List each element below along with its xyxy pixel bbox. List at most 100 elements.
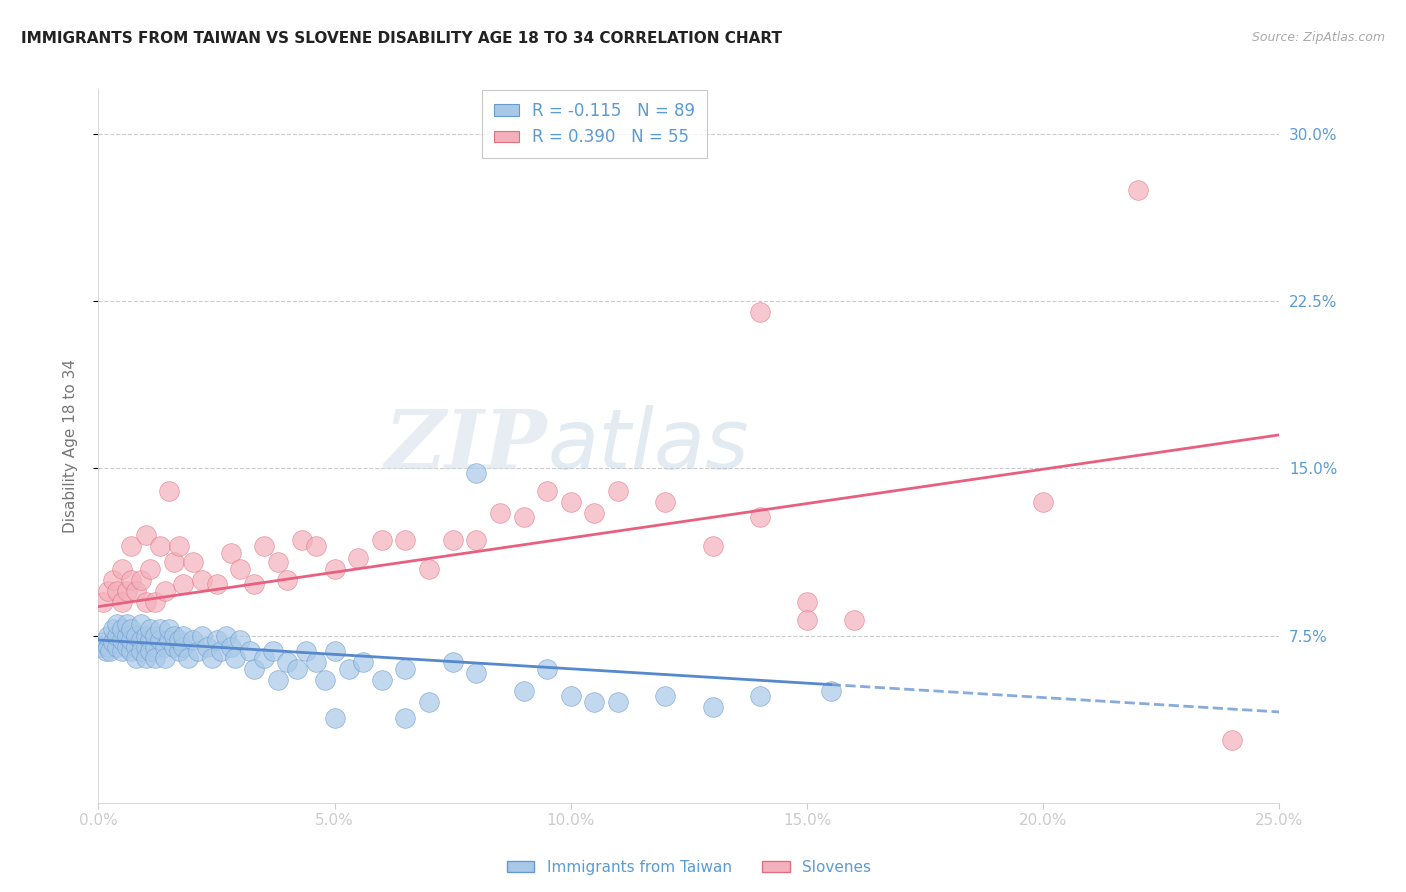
Point <box>115 583 138 598</box>
Point <box>305 655 328 669</box>
Point <box>1032 494 1054 508</box>
Point <box>121 539 143 553</box>
Point <box>607 696 630 710</box>
Text: ZIP: ZIP <box>385 406 547 486</box>
Point <box>135 628 157 642</box>
Point <box>1126 182 1149 196</box>
Point <box>115 640 138 654</box>
Point <box>654 494 676 508</box>
Point <box>560 689 582 703</box>
Point <box>290 533 312 547</box>
Point <box>352 655 374 669</box>
Point <box>702 699 724 714</box>
Point <box>172 628 194 642</box>
Point <box>583 506 606 520</box>
Point <box>149 539 172 553</box>
Point <box>97 628 120 642</box>
Point <box>167 539 190 553</box>
Point <box>536 483 558 498</box>
Point <box>181 633 204 648</box>
Point <box>163 628 186 642</box>
Point <box>153 640 176 654</box>
Point <box>394 662 416 676</box>
Point <box>157 483 180 498</box>
Point <box>191 573 214 587</box>
Point <box>172 577 194 591</box>
Point <box>111 644 134 658</box>
Point <box>91 635 114 649</box>
Point <box>129 633 152 648</box>
Point <box>153 583 176 598</box>
Point <box>285 662 308 676</box>
Point <box>139 562 162 576</box>
Point <box>418 696 440 710</box>
Point <box>219 640 242 654</box>
Point <box>394 711 416 725</box>
Point <box>167 633 190 648</box>
Point <box>157 633 180 648</box>
Point <box>94 644 117 658</box>
Point <box>167 644 190 658</box>
Point <box>219 546 242 560</box>
Point <box>135 595 157 609</box>
Point <box>295 644 318 658</box>
Point <box>101 635 124 649</box>
Point <box>143 628 166 642</box>
Point <box>139 633 162 648</box>
Point <box>129 617 152 632</box>
Point <box>489 506 512 520</box>
Point <box>654 689 676 703</box>
Point <box>276 655 298 669</box>
Point <box>607 483 630 498</box>
Point <box>90 640 112 654</box>
Point <box>347 550 370 565</box>
Point <box>111 633 134 648</box>
Point <box>135 528 157 542</box>
Point <box>157 622 180 636</box>
Point <box>135 640 157 654</box>
Point <box>125 640 148 654</box>
Point <box>1220 733 1243 747</box>
Point <box>105 628 128 642</box>
Point <box>748 689 770 703</box>
Point <box>215 628 238 642</box>
Point <box>139 644 162 658</box>
Point <box>276 573 298 587</box>
Point <box>229 562 252 576</box>
Point <box>101 622 124 636</box>
Point <box>239 644 262 658</box>
Point <box>243 577 266 591</box>
Point <box>201 651 224 665</box>
Point <box>337 662 360 676</box>
Point <box>371 673 394 687</box>
Point <box>267 555 290 569</box>
Text: IMMIGRANTS FROM TAIWAN VS SLOVENE DISABILITY AGE 18 TO 34 CORRELATION CHART: IMMIGRANTS FROM TAIWAN VS SLOVENE DISABI… <box>21 31 782 46</box>
Point <box>163 555 186 569</box>
Point <box>115 617 138 632</box>
Point <box>205 633 228 648</box>
Point <box>143 640 166 654</box>
Point <box>111 562 134 576</box>
Point <box>844 613 866 627</box>
Point <box>323 711 346 725</box>
Point <box>105 640 128 654</box>
Point <box>125 583 148 598</box>
Point <box>371 533 394 547</box>
Point <box>105 617 128 632</box>
Point <box>195 640 218 654</box>
Point <box>465 466 488 480</box>
Point <box>262 644 284 658</box>
Legend: Immigrants from Taiwan, Slovenes: Immigrants from Taiwan, Slovenes <box>501 854 877 880</box>
Point <box>305 539 328 553</box>
Point <box>187 644 209 658</box>
Point <box>702 539 724 553</box>
Point <box>243 662 266 676</box>
Point <box>323 562 346 576</box>
Point <box>441 655 464 669</box>
Point <box>748 305 770 319</box>
Point <box>177 651 200 665</box>
Point <box>512 684 534 698</box>
Point <box>163 640 186 654</box>
Point <box>125 628 148 642</box>
Point <box>253 539 276 553</box>
